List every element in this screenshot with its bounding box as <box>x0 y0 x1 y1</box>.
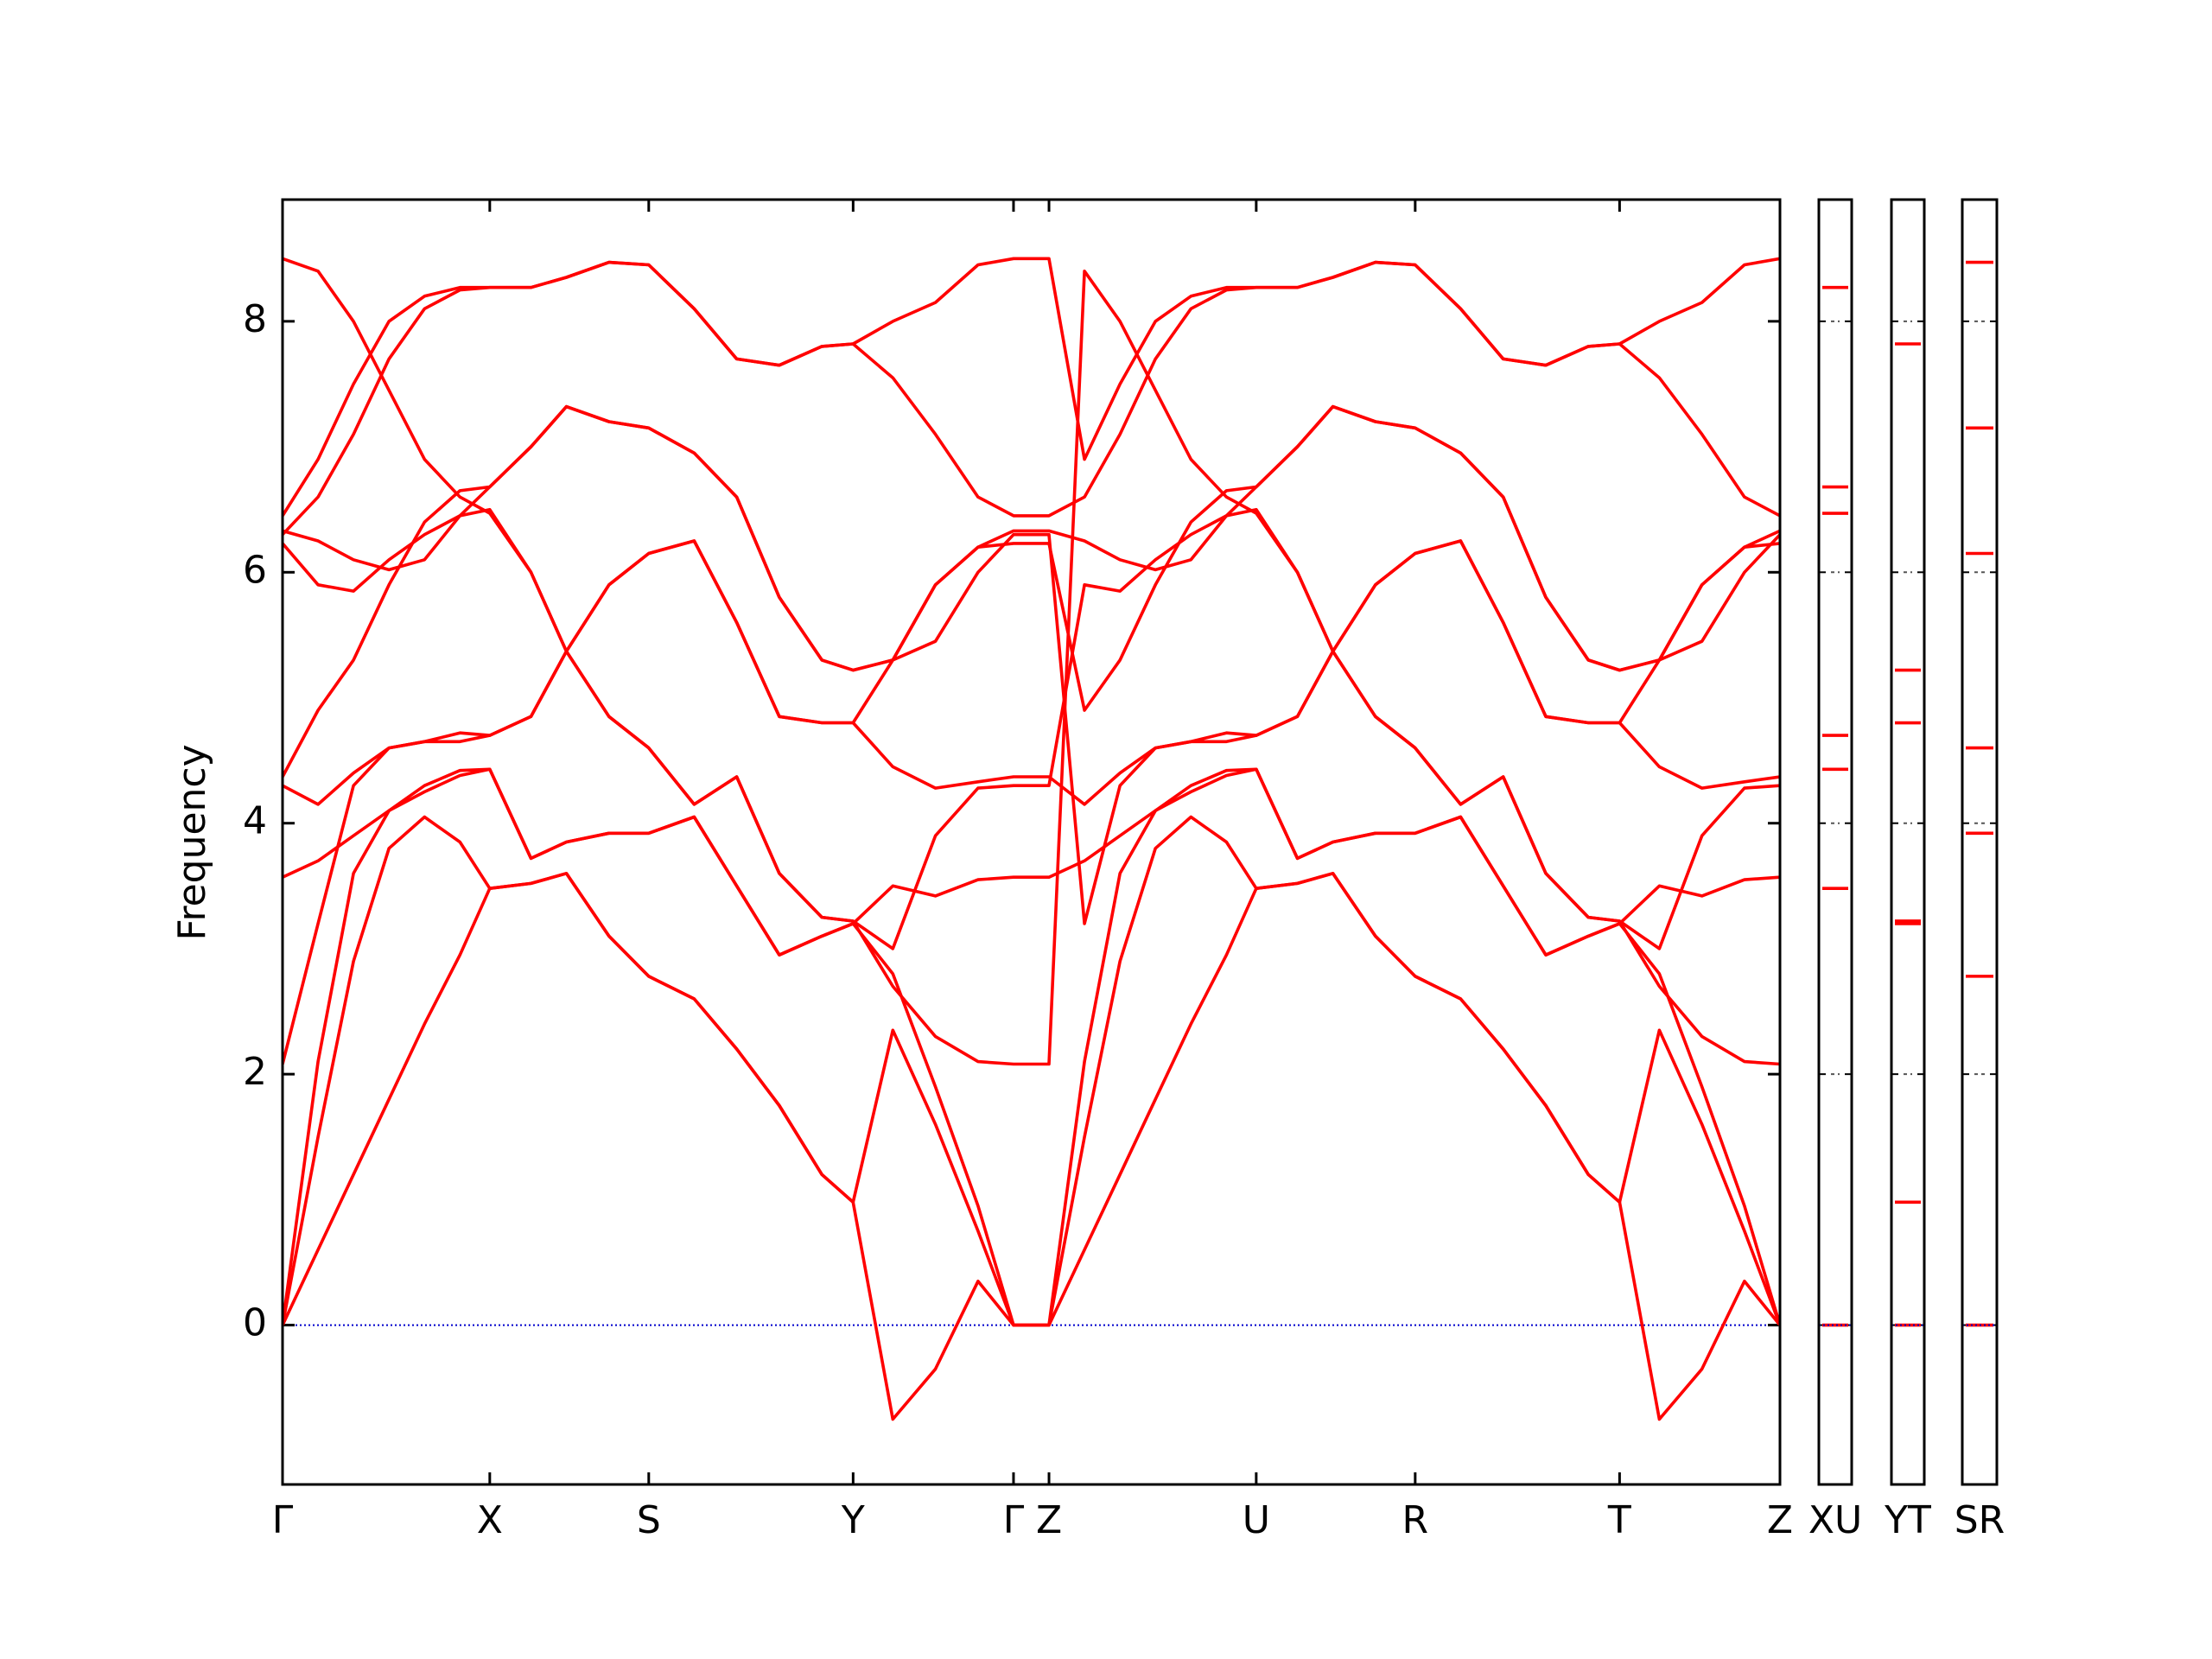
x-tick-label: U <box>1243 1498 1270 1542</box>
x-tick-label: Γ <box>1003 1498 1025 1542</box>
band-line <box>283 404 1780 672</box>
panel-frame <box>1961 198 1999 1486</box>
x-tick-label: T <box>1607 1498 1631 1542</box>
y-tick-label: 6 <box>243 548 267 592</box>
x-tick-label: Y <box>841 1498 865 1542</box>
band-line <box>283 257 1780 517</box>
y-axis-label: Frequency <box>170 744 214 940</box>
band-line <box>283 260 1780 536</box>
band-line <box>283 767 1780 1327</box>
panel-label: SR <box>1955 1498 2005 1542</box>
panel-frame <box>1890 198 1926 1486</box>
x-tick-label: S <box>637 1498 661 1542</box>
x-tick-label: Γ <box>272 1498 294 1542</box>
x-tick-label: X <box>477 1498 503 1542</box>
y-tick-label: 8 <box>243 297 267 341</box>
y-tick-label: 0 <box>243 1301 267 1345</box>
plot-frame <box>281 198 1782 1486</box>
x-tick-label: Z <box>1036 1498 1062 1542</box>
y-tick-label: 2 <box>243 1050 267 1094</box>
panel-label: XU <box>1808 1498 1862 1542</box>
band-line <box>283 815 1780 1327</box>
y-tick-label: 4 <box>243 799 267 843</box>
band-line <box>283 872 1780 1421</box>
panel-label: YT <box>1884 1498 1931 1542</box>
band-line <box>283 539 1780 806</box>
band-line <box>283 404 1780 778</box>
panel-frame <box>1817 198 1853 1486</box>
x-tick-label: Z <box>1767 1498 1793 1542</box>
band-line <box>283 767 1780 957</box>
band-line <box>283 257 1780 1066</box>
x-tick-label: R <box>1402 1498 1429 1542</box>
